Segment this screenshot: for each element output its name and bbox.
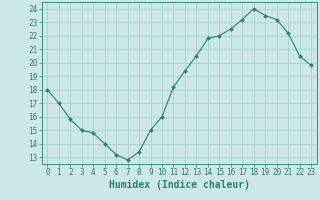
X-axis label: Humidex (Indice chaleur): Humidex (Indice chaleur) bbox=[109, 180, 250, 190]
